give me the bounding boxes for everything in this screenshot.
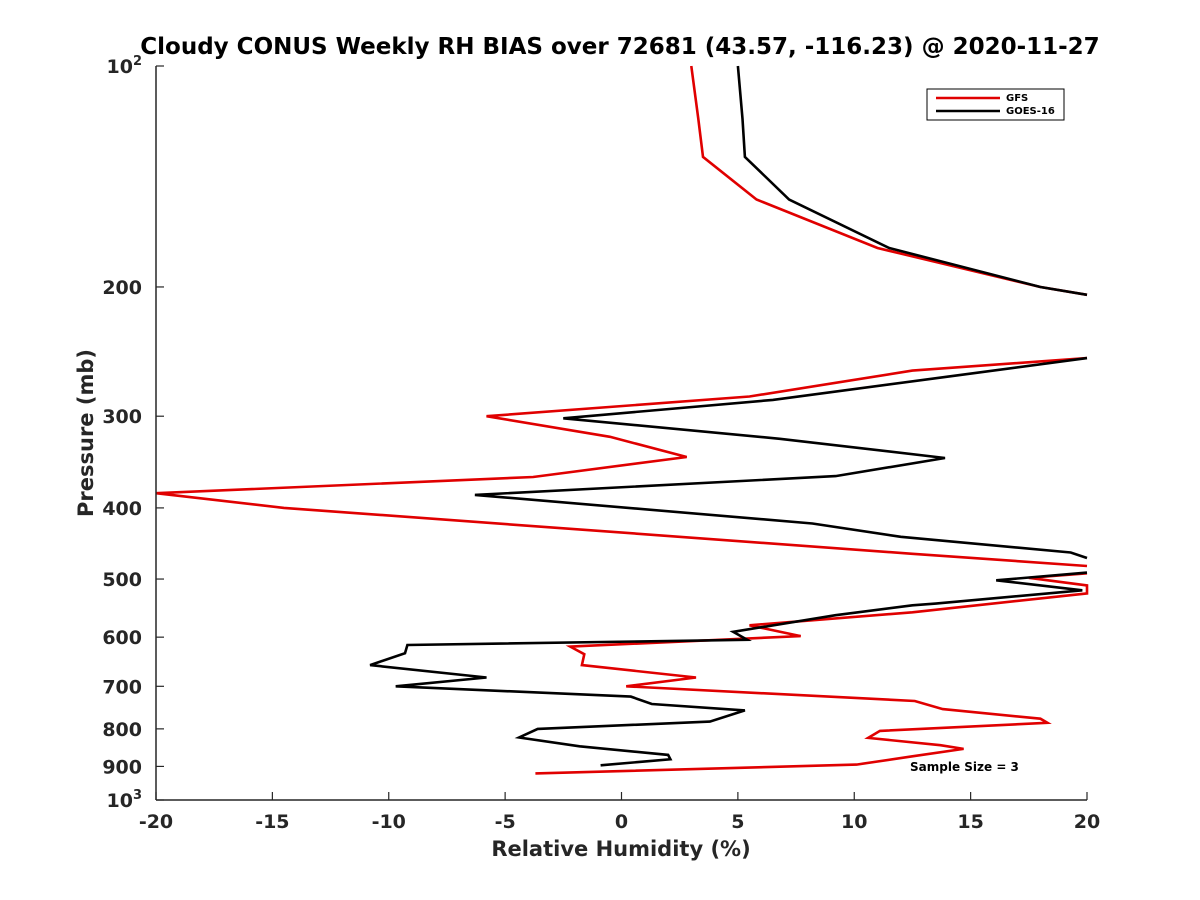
y-tick-label: 200 xyxy=(102,277,142,299)
y-tick-label: 103 xyxy=(107,788,143,812)
sample-size-annotation: Sample Size = 3 xyxy=(910,760,1019,774)
x-ticks: -20 -15 -10 -5 0 5 10 15 20 xyxy=(139,792,1100,833)
y-axis-label: Pressure (mb) xyxy=(74,349,98,517)
legend-label-goes-16: GOES-16 xyxy=(1006,106,1055,117)
legend: GFS GOES-16 xyxy=(926,88,1065,121)
y-tick-label: 800 xyxy=(102,719,142,741)
y-tick-label: 900 xyxy=(102,756,142,778)
x-tick-label: -20 xyxy=(139,811,173,833)
y-tick-label: 500 xyxy=(102,569,142,591)
y-tick-label: 700 xyxy=(102,676,142,698)
series-line-goes-16 xyxy=(369,65,1088,767)
x-tick-label: -5 xyxy=(495,811,516,833)
y-tick-label: 300 xyxy=(102,406,142,428)
x-tick-label: -10 xyxy=(372,811,406,833)
legend-box xyxy=(926,88,1065,121)
y-tick-label: 600 xyxy=(102,627,142,649)
x-tick-label: -15 xyxy=(255,811,289,833)
x-axis-label: Relative Humidity (%) xyxy=(491,837,750,861)
x-tick-label: 15 xyxy=(957,811,983,833)
y-ticks: 102 200 300 400 500 600 700 800 900 103 xyxy=(102,54,164,812)
legend-label-gfs: GFS xyxy=(1006,93,1028,104)
plot-area: -20 -15 -10 -5 0 5 10 15 20 102 200 300 400 500 600 70… xyxy=(102,54,1100,833)
y-tick-label: 400 xyxy=(102,498,142,520)
x-tick-label: 0 xyxy=(615,811,628,833)
y-tick-label: 102 xyxy=(107,54,143,78)
x-tick-label: 10 xyxy=(841,811,867,833)
x-tick-label: 5 xyxy=(731,811,744,833)
chart-title: Cloudy CONUS Weekly RH BIAS over 72681 (… xyxy=(140,34,1099,60)
x-tick-label: 20 xyxy=(1074,811,1100,833)
series-layer xyxy=(155,65,1089,775)
